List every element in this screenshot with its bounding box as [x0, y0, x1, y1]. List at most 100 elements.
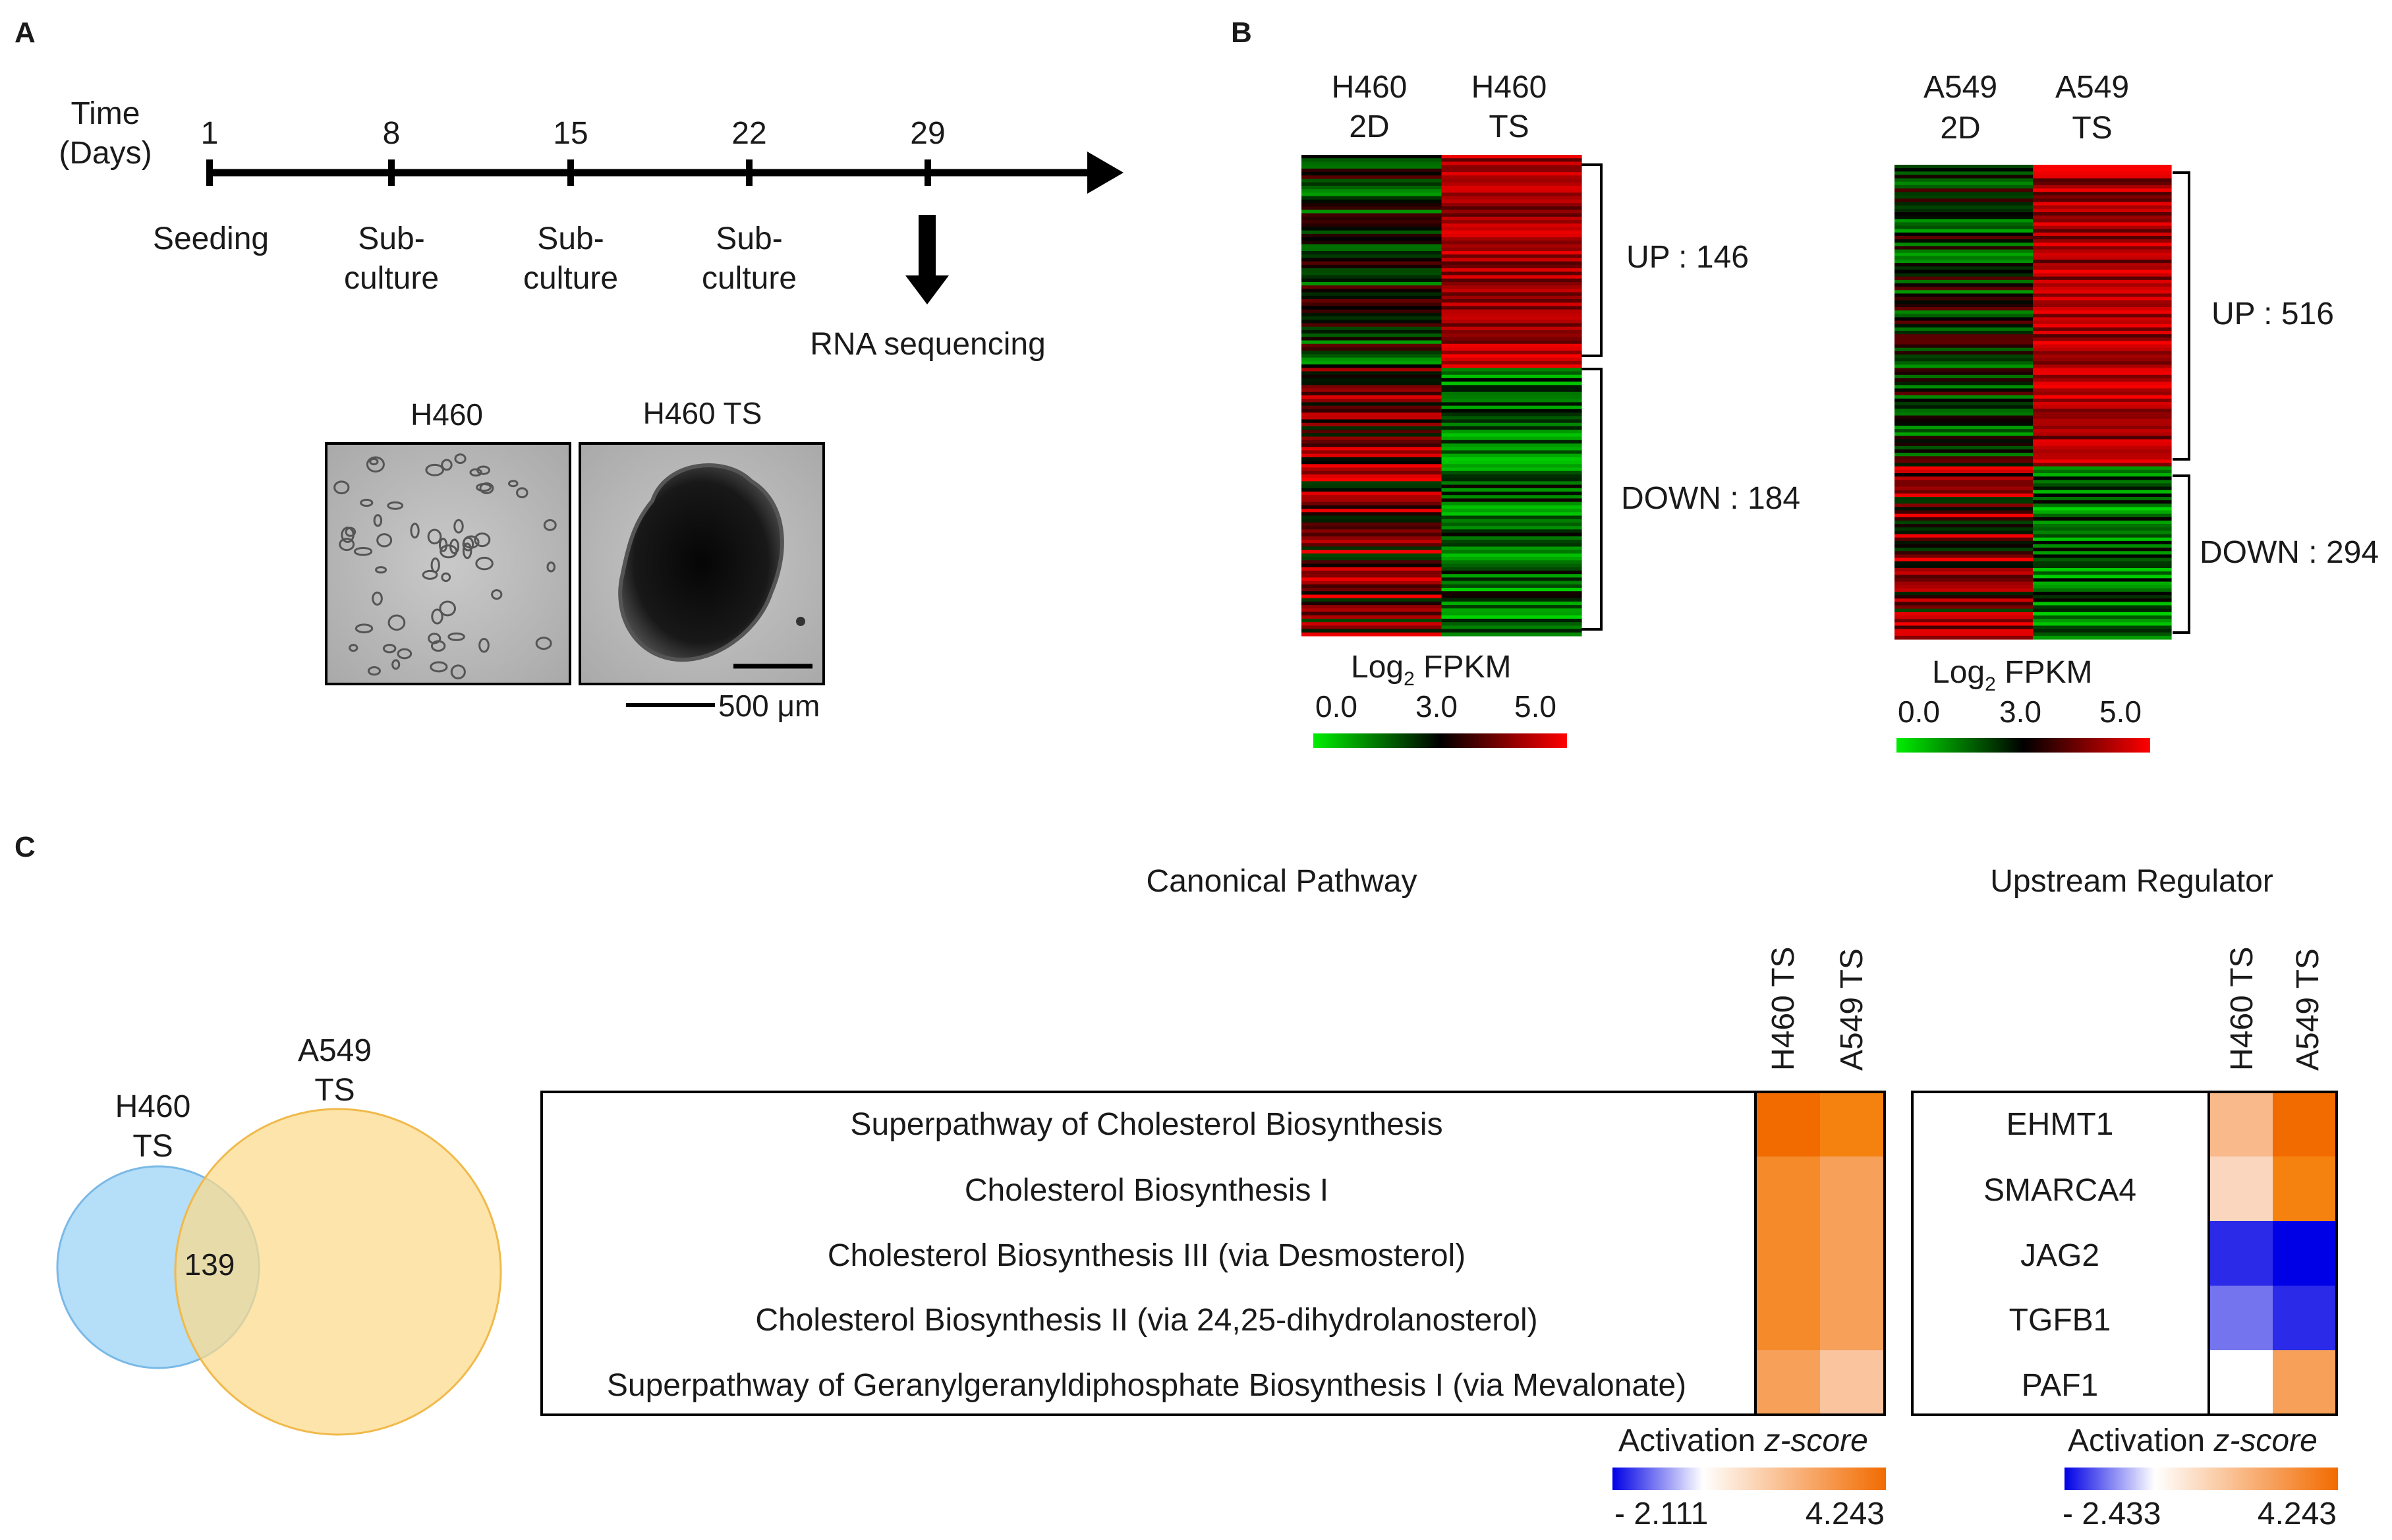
heatmap-cell — [1894, 585, 2034, 589]
heatmap-cell — [1301, 233, 1442, 238]
cell — [469, 468, 482, 477]
heatmap-cell — [1441, 289, 1582, 293]
cell — [339, 538, 355, 552]
cell — [355, 623, 374, 634]
legend-tick: 0.0 — [1315, 689, 1357, 724]
heatmap-cell — [1441, 495, 1582, 499]
heatmap-cell — [1441, 368, 1582, 372]
heatmap-cell — [1441, 419, 1582, 424]
legend-fpkm-a549: Log2 FPKM 0.0 3.0 5.0 — [1896, 655, 2150, 753]
upstream-label-box — [1911, 1091, 2210, 1416]
heatmap-cell — [2033, 266, 2172, 271]
heatmap-cell — [1894, 368, 2034, 372]
heatmap-cell — [1441, 557, 1582, 561]
heatmap-cell — [1441, 275, 1582, 279]
regulator-label: SMARCA4 — [1983, 1173, 2136, 1208]
heatmap-cell — [1441, 258, 1582, 262]
heatmap-cell — [1441, 501, 1582, 506]
up-label-h460: UP : 146 — [1626, 240, 1749, 275]
heatmap-cell — [2033, 198, 2172, 203]
heatmap-cell — [1441, 584, 1582, 588]
heatmap-cell — [2033, 615, 2172, 619]
heatmap-cell — [1301, 464, 1442, 469]
heatmap-cell — [1441, 433, 1582, 438]
heatmap-cell — [1894, 297, 2034, 301]
heatmap-cell — [1301, 299, 1442, 303]
heatmap-cell — [1894, 483, 2034, 488]
heatmap-cell — [2033, 361, 2172, 366]
heatmap-cell — [1301, 258, 1442, 262]
heatmap-cell — [1301, 323, 1442, 328]
venn-diagram — [56, 1108, 502, 1436]
cell — [491, 589, 503, 600]
heatmap-cell — [2033, 290, 2172, 295]
heatmap-cell — [2033, 303, 2172, 308]
heatmap1-col2-line2: TS — [1489, 109, 1529, 144]
zscore-colorbar — [2065, 1468, 2338, 1490]
heatmap-cell — [1894, 303, 2034, 308]
heatmap-cell — [1301, 230, 1442, 235]
zscore-colorbar — [1612, 1468, 1886, 1490]
heatmap-cell — [1301, 622, 1442, 626]
heatmap-cell — [1301, 399, 1442, 403]
heatmap-cell — [2033, 557, 2172, 562]
heatmap-cell — [1894, 554, 2034, 559]
heatmap-cell — [1301, 492, 1442, 496]
heatmap-cell — [1441, 378, 1582, 382]
canonical-heatmap — [1755, 1092, 1885, 1415]
heatmap-cell — [1894, 225, 2034, 230]
heatmap-cell — [1301, 179, 1442, 183]
heatmap-cell — [1301, 337, 1442, 341]
heatmap-cell — [1441, 244, 1582, 248]
heatmap-cell — [2033, 283, 2172, 287]
heatmap-cell — [2033, 229, 2172, 233]
heatmap-cell — [2033, 249, 2172, 254]
heatmap-cell — [2033, 592, 2172, 596]
heatmap-cell — [1441, 155, 1582, 159]
heatmap-cell — [1894, 486, 2034, 491]
heatmap-cell — [1301, 247, 1442, 252]
cell — [375, 566, 387, 574]
heatmap-cell — [2033, 402, 2172, 406]
heatmap-cell — [1894, 307, 2034, 311]
heatmap-cell — [1894, 568, 2034, 572]
activation-cell — [2209, 1156, 2273, 1221]
heatmap-cell — [2033, 439, 2172, 443]
heatmap-cell — [1894, 524, 2034, 528]
heatmap-cell — [1894, 412, 2034, 416]
cell — [349, 644, 358, 652]
heatmap-cell — [1441, 340, 1582, 345]
heatmap-cell — [1301, 550, 1442, 554]
heatmap-cell — [1441, 488, 1582, 492]
legend-colorbar — [1313, 733, 1567, 748]
heatmap-cell — [2033, 585, 2172, 589]
heatmap-cell — [1894, 473, 2034, 477]
heatmap-cell — [1894, 385, 2034, 389]
debris-dot — [796, 617, 805, 626]
legend-colorbar — [1896, 738, 2150, 753]
heatmap-cell — [2033, 554, 2172, 559]
heatmap-cell — [1441, 481, 1582, 486]
heatmap-cell — [1441, 515, 1582, 520]
activation-cell — [1755, 1092, 1820, 1156]
heatmap-cell — [2033, 279, 2172, 284]
heatmap-cell — [2033, 242, 2172, 247]
heatmap-cell — [1894, 273, 2034, 277]
heatmap-cell — [2033, 378, 2172, 382]
heatmap-cell — [1441, 509, 1582, 513]
venn-label-h460-line1: H460 — [115, 1089, 191, 1124]
cell — [450, 664, 466, 679]
heatmap-cell — [1301, 629, 1442, 633]
heatmap-cell — [1301, 364, 1442, 368]
heatmap-cell — [1894, 334, 2034, 338]
heatmap-cell — [1441, 526, 1582, 530]
activation-cell — [1820, 1092, 1885, 1156]
heatmap-cell — [1301, 158, 1442, 163]
heatmap-cell — [1894, 324, 2034, 328]
heatmap-cell — [1441, 199, 1582, 204]
image-label-h460-ts: H460 TS — [643, 396, 762, 430]
heatmap-cell — [1894, 382, 2034, 385]
heatmap-cell — [2033, 445, 2172, 450]
venn-label-a549-line1: A549 — [298, 1033, 372, 1068]
heatmap-cell — [1301, 391, 1442, 396]
